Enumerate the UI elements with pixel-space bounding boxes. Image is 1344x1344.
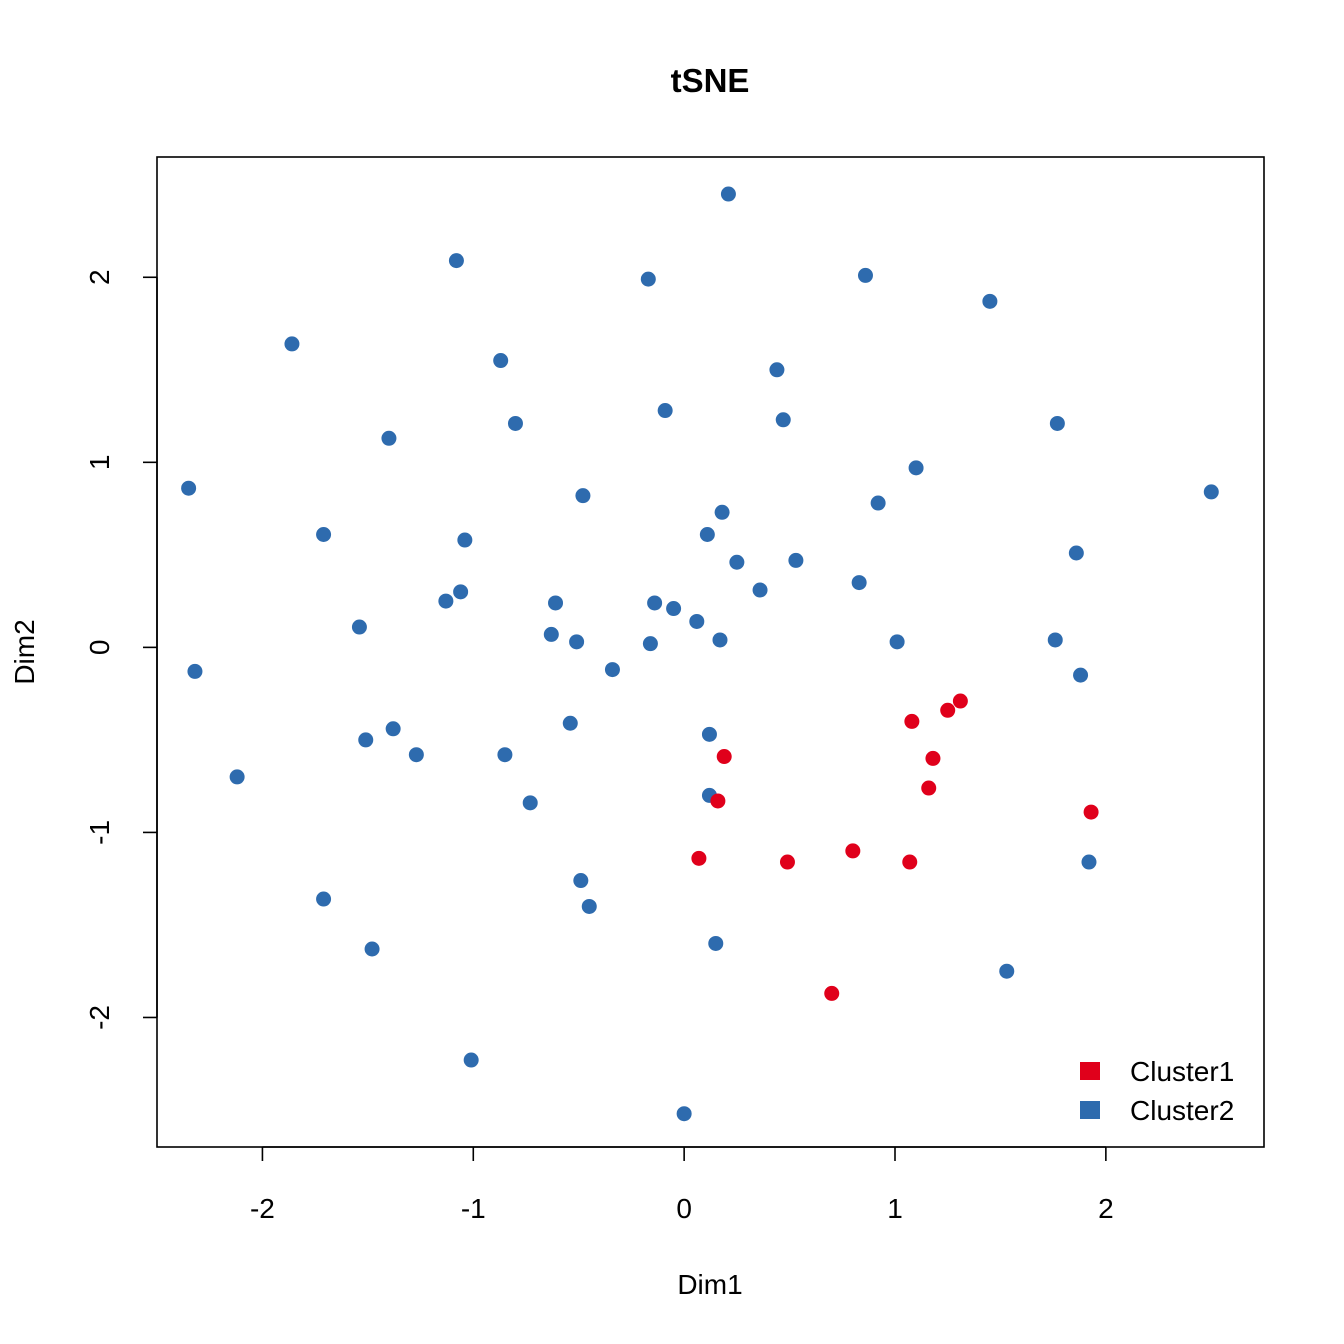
point-cluster2: [453, 584, 469, 600]
point-cluster2: [642, 636, 658, 652]
y-tick-label: 1: [84, 455, 115, 471]
point-cluster2: [229, 769, 245, 785]
y-tick-label: -2: [84, 1005, 115, 1030]
legend-swatch-cluster1: [1080, 1062, 1100, 1080]
point-cluster1: [845, 843, 861, 859]
point-cluster2: [316, 891, 332, 907]
y-axis: -2 -1 0 1 2: [84, 269, 158, 1030]
point-cluster2: [908, 460, 924, 476]
point-cluster2: [708, 935, 724, 951]
point-cluster2: [857, 267, 873, 283]
point-cluster1: [716, 749, 732, 765]
point-cluster2: [316, 526, 332, 542]
point-cluster2: [1068, 545, 1084, 561]
point-cluster2: [522, 795, 538, 811]
legend-label-cluster2: Cluster2: [1130, 1095, 1234, 1126]
point-cluster2: [1081, 854, 1097, 870]
point-cluster2: [676, 1106, 692, 1122]
point-cluster2: [548, 595, 564, 611]
y-axis-label: Dim2: [9, 619, 40, 684]
point-cluster2: [1073, 667, 1089, 683]
x-axis: -2 -1 0 1 2: [250, 1146, 1114, 1224]
point-cluster2: [181, 480, 197, 496]
point-cluster2: [889, 634, 905, 650]
legend-swatch-cluster2: [1080, 1101, 1100, 1119]
point-cluster2: [1203, 484, 1219, 500]
point-cluster2: [701, 726, 717, 742]
x-tick-label: 2: [1098, 1193, 1114, 1224]
point-cluster2: [714, 504, 730, 520]
point-cluster1: [952, 693, 968, 709]
y-tick-label: 2: [84, 269, 115, 285]
point-cluster2: [788, 552, 804, 568]
point-cluster2: [408, 747, 424, 763]
point-cluster2: [657, 403, 673, 419]
legend: Cluster1 Cluster2: [1080, 1056, 1234, 1126]
point-cluster1: [940, 702, 956, 718]
x-tick-label: -1: [461, 1193, 486, 1224]
point-cluster2: [448, 253, 464, 269]
data-points: [181, 186, 1219, 1122]
point-cluster2: [575, 488, 591, 504]
point-cluster2: [729, 554, 745, 570]
point-cluster1: [925, 750, 941, 766]
point-cluster2: [543, 626, 559, 642]
y-tick-label: 0: [84, 640, 115, 656]
point-cluster1: [691, 850, 707, 866]
point-cluster1: [779, 854, 795, 870]
point-cluster2: [1049, 415, 1065, 431]
x-tick-label: -2: [250, 1193, 275, 1224]
point-cluster2: [689, 613, 705, 629]
point-cluster2: [573, 873, 589, 889]
point-cluster2: [982, 293, 998, 309]
point-cluster2: [438, 593, 454, 609]
point-cluster1: [902, 854, 918, 870]
point-cluster2: [769, 362, 785, 378]
point-cluster2: [507, 415, 523, 431]
x-tick-label: 1: [887, 1193, 903, 1224]
point-cluster2: [463, 1052, 479, 1068]
point-cluster2: [581, 898, 597, 914]
chart-title: tSNE: [671, 62, 750, 99]
y-tick-label: -1: [84, 820, 115, 845]
point-cluster2: [364, 941, 380, 957]
point-cluster2: [640, 271, 656, 287]
point-cluster2: [647, 595, 663, 611]
point-cluster2: [870, 495, 886, 511]
point-cluster1: [904, 713, 920, 729]
point-cluster2: [666, 601, 682, 617]
point-cluster2: [851, 575, 867, 591]
point-cluster2: [712, 632, 728, 648]
point-cluster2: [457, 532, 473, 548]
point-cluster2: [562, 715, 578, 731]
point-cluster2: [1047, 632, 1063, 648]
point-cluster2: [999, 963, 1015, 979]
point-cluster2: [284, 336, 300, 352]
point-cluster2: [720, 186, 736, 202]
point-cluster2: [569, 634, 585, 650]
point-cluster2: [493, 353, 509, 369]
x-axis-label: Dim1: [677, 1269, 742, 1300]
point-cluster2: [385, 721, 401, 737]
point-cluster1: [710, 793, 726, 809]
point-cluster2: [497, 747, 513, 763]
point-cluster2: [381, 430, 397, 446]
point-cluster2: [775, 412, 791, 428]
x-tick-label: 0: [676, 1193, 692, 1224]
point-cluster2: [752, 582, 768, 598]
plot-area-frame: [156, 156, 1265, 1148]
point-cluster1: [921, 780, 937, 796]
point-cluster1: [1083, 804, 1099, 820]
point-cluster2: [187, 663, 203, 679]
point-cluster2: [699, 526, 715, 542]
point-cluster1: [824, 985, 840, 1001]
point-cluster2: [604, 662, 620, 678]
legend-label-cluster1: Cluster1: [1130, 1056, 1234, 1087]
point-cluster2: [351, 619, 367, 635]
point-cluster2: [358, 732, 374, 748]
